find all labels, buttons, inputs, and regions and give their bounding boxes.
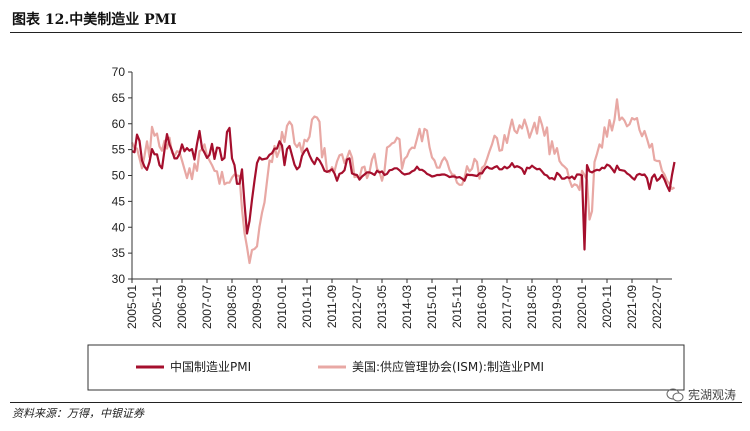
pmi-chart: 30 35 40 45 50 55 60 65 70 2005-01 2005-11 2006-09 2… xyxy=(87,65,685,391)
x-tick-label: 2015-11 xyxy=(450,285,464,328)
x-tick-label: 2013-05 xyxy=(375,285,389,329)
x-tick-label: 2010-01 xyxy=(275,285,289,329)
y-tick-label: 60 xyxy=(112,117,126,131)
y-tick-label: 70 xyxy=(112,65,126,79)
y-tick-label: 30 xyxy=(112,272,126,286)
legend-us-ism-pmi-label: 美国:供应管理协会(ISM):制造业PMI xyxy=(352,359,544,374)
x-tick-label: 2011-09 xyxy=(325,285,339,328)
x-tick-label: 2006-09 xyxy=(175,285,189,329)
series-china-pmi-line xyxy=(131,126,676,251)
x-tick-label: 2009-03 xyxy=(250,285,264,329)
x-tick-label: 2007-07 xyxy=(200,285,214,329)
legend-box xyxy=(87,344,685,391)
x-tick-label: 2020-01 xyxy=(575,285,589,329)
source-note: 资料来源：万得，中银证券 xyxy=(12,407,144,420)
chart-title: 图表 12.中美制造业 PMI xyxy=(12,12,177,28)
legend-china-pmi-label: 中国制造业PMI xyxy=(170,359,251,374)
plot-lines xyxy=(130,98,676,265)
x-tick-label: 2014-03 xyxy=(400,285,414,329)
y-tick-label: 45 xyxy=(112,194,126,208)
y-tick-label: 50 xyxy=(112,169,126,183)
y-tick-label: 55 xyxy=(112,143,126,157)
wechat-icon xyxy=(666,388,684,401)
x-tick-label: 2016-09 xyxy=(475,285,489,329)
x-tick-label: 2022-07 xyxy=(650,285,664,329)
series-us-ism-pmi-line xyxy=(130,98,676,265)
x-tick-label: 2018-05 xyxy=(525,285,539,329)
watermark: 宪湖观涛 xyxy=(666,386,736,403)
x-tick-label: 2008-05 xyxy=(225,285,239,329)
x-tick-label: 2005-11 xyxy=(150,285,164,328)
y-tick-label: 40 xyxy=(112,220,126,234)
top-rule xyxy=(10,32,742,33)
x-tick-label: 2010-11 xyxy=(300,285,314,328)
x-tick-label: 2019-03 xyxy=(550,285,564,329)
y-tick-label: 65 xyxy=(112,91,126,105)
y-tick-label: 35 xyxy=(112,246,126,260)
x-tick-label: 2021-09 xyxy=(625,285,639,329)
x-tick-label: 2020-11 xyxy=(600,285,614,328)
watermark-text: 宪湖观涛 xyxy=(687,388,736,402)
x-tick-label: 2015-01 xyxy=(425,285,439,329)
bottom-rule xyxy=(10,402,742,403)
x-tick-label: 2017-07 xyxy=(500,285,514,329)
legend: 中国制造业PMI 美国:供应管理协会(ISM):制造业PMI xyxy=(87,344,685,391)
axes: 30 35 40 45 50 55 60 65 70 2005-01 2005-11 2006-09 2… xyxy=(112,65,672,329)
x-tick-label: 2012-07 xyxy=(350,285,364,329)
x-tick-label: 2005-01 xyxy=(125,285,139,329)
